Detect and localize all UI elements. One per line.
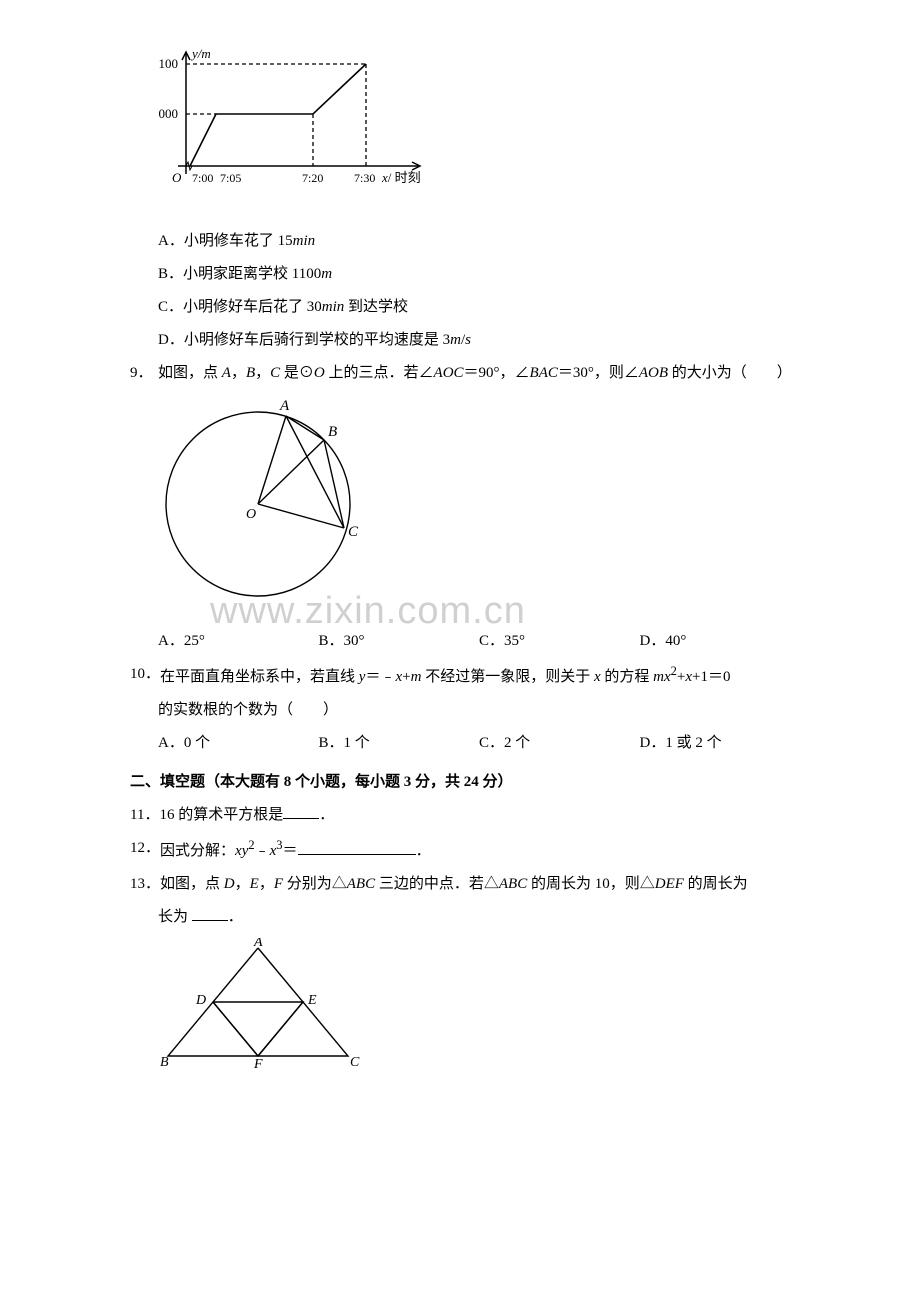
q12-blank	[298, 854, 416, 855]
svg-text:C: C	[350, 1055, 360, 1068]
svg-text:A: A	[253, 938, 263, 950]
q8-figure: y/m 2100 1000 O 7:00 7:05 7:20 7:30 x/ 时…	[130, 44, 800, 217]
q10-options: A．0 个 B．1 个 C．2 个 D．1 或 2 个	[130, 727, 800, 760]
q8-option-a: A．小明修车花了 15min	[130, 225, 800, 258]
section-2-header: 二、填空题（本大题有 8 个小题，每小题 3 分，共 24 分）	[130, 766, 800, 799]
svg-text:F: F	[253, 1057, 263, 1068]
triangle-svg: A B C D E F	[158, 938, 378, 1068]
q13-text: 13． 如图，点 D，E，F 分别为△ABC 三边的中点．若△ABC 的周长为 …	[130, 868, 800, 901]
q12-text: 12． 因式分解：xy2﹣x3＝．	[130, 832, 800, 868]
line-chart-svg: y/m 2100 1000 O 7:00 7:05 7:20 7:30 x/ 时…	[158, 44, 448, 204]
svg-text:B: B	[328, 424, 337, 440]
q13-figure: A B C D E F	[130, 938, 800, 1081]
q13-line2: 长为 ．	[130, 901, 800, 934]
q8-option-d: D．小明修好车后骑行到学校的平均速度是 3m/s	[130, 324, 800, 357]
svg-text:D: D	[195, 993, 206, 1008]
svg-text:x/ 时刻: x/ 时刻	[381, 170, 421, 185]
q10-line2: 的实数根的个数为（ ）	[130, 694, 800, 727]
svg-text:7:20: 7:20	[302, 171, 323, 185]
svg-text:O: O	[172, 170, 182, 185]
q10-text: 10． 在平面直角坐标系中，若直线 y＝﹣x+m 不经过第一象限，则关于 x 的…	[130, 658, 800, 694]
q11-text: 11． 16 的算术平方根是．	[130, 799, 800, 832]
svg-text:2100: 2100	[158, 56, 178, 71]
svg-text:C: C	[348, 524, 359, 540]
q9-options: A．25° B．30° C．35° D．40°	[130, 625, 800, 658]
q10-option-a: A．0 个	[158, 727, 319, 760]
q9-option-d: D．40°	[640, 625, 801, 658]
circle-diagram-svg: O A B C	[158, 394, 378, 604]
svg-text:y/m: y/m	[190, 46, 211, 61]
q10-option-d: D．1 或 2 个	[640, 727, 801, 760]
q13-blank	[192, 920, 228, 921]
svg-text:B: B	[160, 1055, 169, 1068]
q8-option-b: B．小明家距离学校 1100m	[130, 258, 800, 291]
q9-text: 9． 如图，点 A，B，C 是⊙O 上的三点．若∠AOC＝90°，∠BAC＝30…	[130, 357, 800, 390]
q10-option-c: C．2 个	[479, 727, 640, 760]
q11-blank	[283, 818, 319, 819]
svg-text:7:05: 7:05	[220, 171, 241, 185]
q10-option-b: B．1 个	[319, 727, 480, 760]
svg-text:O: O	[246, 507, 256, 522]
page-content: y/m 2100 1000 O 7:00 7:05 7:20 7:30 x/ 时…	[130, 44, 800, 1081]
q8-option-c: C．小明修好车后花了 30min 到达学校	[130, 291, 800, 324]
svg-text:1000: 1000	[158, 106, 178, 121]
svg-text:7:30: 7:30	[354, 171, 375, 185]
q9-option-b: B．30°	[319, 625, 480, 658]
svg-text:7:00: 7:00	[192, 171, 213, 185]
q9-option-a: A．25°	[158, 625, 319, 658]
svg-text:E: E	[307, 993, 317, 1008]
q9-option-c: C．35°	[479, 625, 640, 658]
q9-figure: O A B C	[130, 394, 800, 617]
svg-text:A: A	[279, 398, 290, 414]
